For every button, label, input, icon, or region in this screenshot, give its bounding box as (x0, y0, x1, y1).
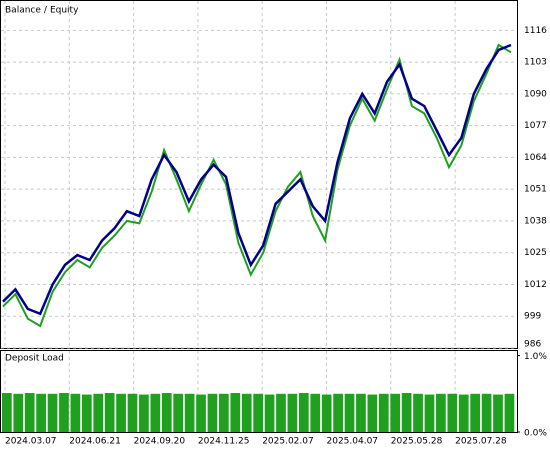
load-bar (458, 394, 469, 432)
y-tick-label: 1103 (524, 58, 547, 68)
load-bar (447, 393, 458, 432)
load-bar (36, 393, 46, 432)
load-bar (219, 393, 229, 432)
y-tick-label: 1012 (524, 280, 547, 290)
load-bar (287, 393, 298, 432)
load-bar (276, 393, 286, 432)
load-bar (230, 393, 241, 432)
load-bar (104, 393, 115, 432)
x-tick-label: 2024.03.07 (5, 437, 57, 447)
load-bar (253, 393, 263, 432)
load-bar (356, 393, 366, 432)
load-bar (161, 393, 172, 432)
load-bar (184, 393, 195, 432)
load-bar (470, 393, 481, 432)
load-bar (207, 393, 218, 432)
load-bar (70, 393, 81, 432)
load-bar (2, 393, 12, 432)
load-bar (367, 394, 378, 432)
x-tick-label: 2024.11.25 (198, 437, 250, 447)
load-bar (493, 394, 503, 432)
legend-separator: / (44, 6, 48, 16)
price-panel (0, 0, 518, 349)
load-bar (424, 394, 435, 432)
x-tick-label: 2024.06.21 (69, 437, 121, 447)
y-tick-label: 1.0% (524, 352, 547, 362)
load-bar (173, 393, 184, 432)
y-tick-label: 1116 (524, 26, 547, 36)
y-tick-label: 1051 (524, 185, 547, 195)
load-bar (24, 393, 35, 432)
load-bar (413, 393, 423, 432)
panel-title: Deposit Load (5, 354, 64, 364)
load-bar (196, 394, 206, 432)
y-tick-label: 1025 (524, 248, 547, 258)
load-bar (139, 394, 149, 432)
y-tick-label: 986 (524, 340, 541, 350)
load-bar (264, 394, 275, 432)
load-bar (150, 393, 161, 432)
load-bar (47, 393, 58, 432)
load-bar (344, 393, 355, 432)
load-bar (378, 393, 389, 432)
load-bar (93, 393, 104, 432)
x-tick-label: 2025.05.28 (391, 437, 443, 447)
load-bar (504, 393, 515, 432)
x-tick-label: 2025.07.28 (455, 437, 507, 447)
x-tick-label: 2024.09.20 (134, 437, 186, 447)
y-tick-label: 1090 (524, 89, 547, 99)
series-line (2, 43, 512, 316)
load-bar (81, 394, 92, 432)
load-bar (401, 393, 412, 432)
y-tick-label: 0.0% (524, 429, 547, 439)
y-tick-label: 1038 (524, 216, 547, 226)
load-bar (481, 393, 492, 432)
legend-entry: Equity (50, 6, 79, 16)
legend-entry: Balance (5, 6, 41, 16)
x-tick-label: 2025.04.07 (327, 437, 379, 447)
load-bar (241, 393, 252, 432)
load-bar (333, 393, 343, 432)
load-bar (116, 393, 126, 432)
load-bar (321, 394, 332, 432)
x-tick-label: 2025.02.07 (262, 437, 314, 447)
load-bar (59, 393, 69, 432)
load-bar (310, 393, 321, 432)
y-tick-label: 999 (524, 312, 541, 322)
load-bar (390, 393, 401, 432)
load-bar (13, 393, 24, 432)
load-bar (127, 393, 138, 432)
load-bar (436, 393, 446, 432)
y-tick-label: 1077 (524, 121, 547, 131)
y-tick-label: 1064 (524, 153, 547, 163)
series-line (2, 43, 512, 328)
load-bar (298, 393, 309, 432)
